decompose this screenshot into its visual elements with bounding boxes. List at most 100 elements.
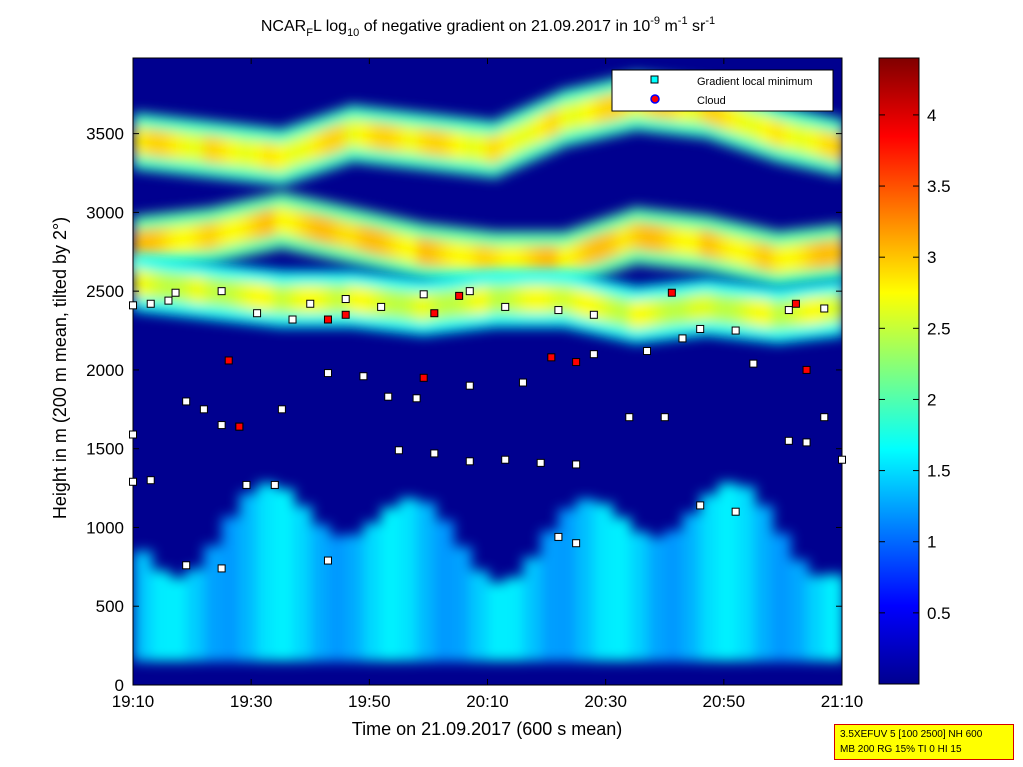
layer-core-cell xyxy=(664,296,679,326)
layer-core-cell xyxy=(345,284,360,314)
gradient-minimum-marker xyxy=(784,436,793,445)
cloud-marker xyxy=(323,315,332,324)
gradient-minimum-marker xyxy=(359,372,368,381)
gradient-minimum-marker xyxy=(242,480,251,489)
layer-core-cell xyxy=(251,211,265,240)
cloud-marker xyxy=(547,353,556,362)
haze-cell xyxy=(239,493,260,662)
gradient-minimum-marker xyxy=(419,290,428,299)
layer-core-cell xyxy=(534,284,549,314)
layer-core-cell xyxy=(381,229,395,259)
gradient-minimum-marker xyxy=(217,287,226,296)
layer-core-cell xyxy=(546,245,561,274)
layer-core-cell xyxy=(499,129,514,159)
x-tick-label: 19:10 xyxy=(112,692,155,711)
layer-core-cell xyxy=(652,297,667,327)
gradient-minimum-marker xyxy=(323,556,332,565)
layer-core-cell xyxy=(452,241,466,270)
haze-cell xyxy=(806,575,827,662)
gradient-minimum-marker xyxy=(536,458,545,467)
gradient-minimum-marker xyxy=(306,299,315,308)
layer-core-cell xyxy=(156,271,171,301)
layer-core-cell xyxy=(333,284,348,314)
cloud-marker xyxy=(572,358,581,367)
layer-core-cell xyxy=(192,275,206,305)
layer-core-cell xyxy=(759,115,774,144)
layer-core-cell xyxy=(310,131,325,160)
layer-core-cell xyxy=(664,225,679,255)
gradient-minimum-marker xyxy=(660,413,669,422)
layer-core-cell xyxy=(511,284,525,314)
gradient-minimum-marker xyxy=(820,413,829,422)
layer-core-cell xyxy=(133,127,147,156)
haze-cell xyxy=(310,524,330,662)
gradient-minimum-marker xyxy=(749,359,758,368)
layer-core-cell xyxy=(345,119,360,148)
layer-core-cell xyxy=(735,237,750,266)
layer-core-cell xyxy=(759,299,774,328)
gradient-minimum-marker xyxy=(277,405,286,414)
layer-core-cell xyxy=(735,107,750,136)
haze-cell xyxy=(203,545,224,662)
layer-core-cell xyxy=(428,238,443,268)
gradient-minimum-marker xyxy=(678,334,687,343)
layer-core-cell xyxy=(274,143,289,172)
layer-core-cell xyxy=(771,245,785,274)
layer-core-cell xyxy=(771,300,785,329)
layer-core-cell xyxy=(369,287,384,316)
layer-core-cell xyxy=(440,129,455,159)
y-tick-label: 2500 xyxy=(86,282,124,301)
layer-core-cell xyxy=(239,213,254,243)
layer-core-cell xyxy=(168,225,183,255)
layer-core-cell xyxy=(286,139,301,168)
gradient-minimum-marker xyxy=(146,476,155,485)
haze-cell xyxy=(257,483,277,662)
cloud-marker xyxy=(341,310,350,319)
layer-core-cell xyxy=(487,284,502,314)
layer-core-cell xyxy=(298,284,313,314)
layer-core-cell xyxy=(404,126,419,155)
layer-core-cell xyxy=(404,234,419,264)
gradient-minimum-marker xyxy=(270,480,279,489)
layer-core-cell xyxy=(463,132,478,161)
gradient-minimum-marker xyxy=(430,449,439,458)
colorbar-tick-label: 3.5 xyxy=(927,177,951,196)
colorbar-tick-label: 1 xyxy=(927,533,936,552)
gradient-minimum-marker xyxy=(288,315,297,324)
layer-core-cell xyxy=(794,124,809,154)
layer-core-cell xyxy=(570,241,585,270)
haze-cell xyxy=(398,498,419,662)
gradient-minimum-marker xyxy=(182,561,191,570)
layer-core-cell xyxy=(192,223,206,252)
legend-box xyxy=(611,69,834,112)
chart-title: NCARFL log10 of negative gradient on 21.… xyxy=(261,15,715,39)
layer-core-cell xyxy=(392,290,407,319)
haze-cell xyxy=(168,577,189,662)
gradient-minimum-marker xyxy=(820,304,829,313)
layer-core-cell xyxy=(688,294,703,323)
haze-cell xyxy=(186,568,206,662)
layer-core-cell xyxy=(251,140,265,169)
gradient-minimum-marker xyxy=(501,455,510,464)
layer-core-cell xyxy=(345,221,360,251)
haze-cell xyxy=(788,560,809,662)
cloud-marker xyxy=(419,373,428,382)
layer-core-cell xyxy=(806,296,821,326)
layer-core-cell xyxy=(511,124,525,154)
layer-core-cell xyxy=(487,135,502,164)
gradient-minimum-marker xyxy=(696,324,705,333)
haze-cell xyxy=(771,533,791,662)
legend-marker-gradient-minimum xyxy=(650,75,659,84)
layer-core-cell xyxy=(593,233,608,263)
layer-core-cell xyxy=(806,241,821,270)
layer-core-cell xyxy=(759,242,774,272)
y-tick-label: 0 xyxy=(115,676,124,695)
colorbar-tick-label: 0.5 xyxy=(927,604,951,623)
layer-core-cell xyxy=(310,213,325,243)
gradient-minimum-marker xyxy=(182,397,191,406)
x-tick-label: 21:10 xyxy=(821,692,864,711)
layer-core-cell xyxy=(534,245,549,274)
gradient-minimum-marker xyxy=(217,564,226,573)
layer-core-cell xyxy=(333,219,348,248)
layer-core-cell xyxy=(156,227,171,256)
